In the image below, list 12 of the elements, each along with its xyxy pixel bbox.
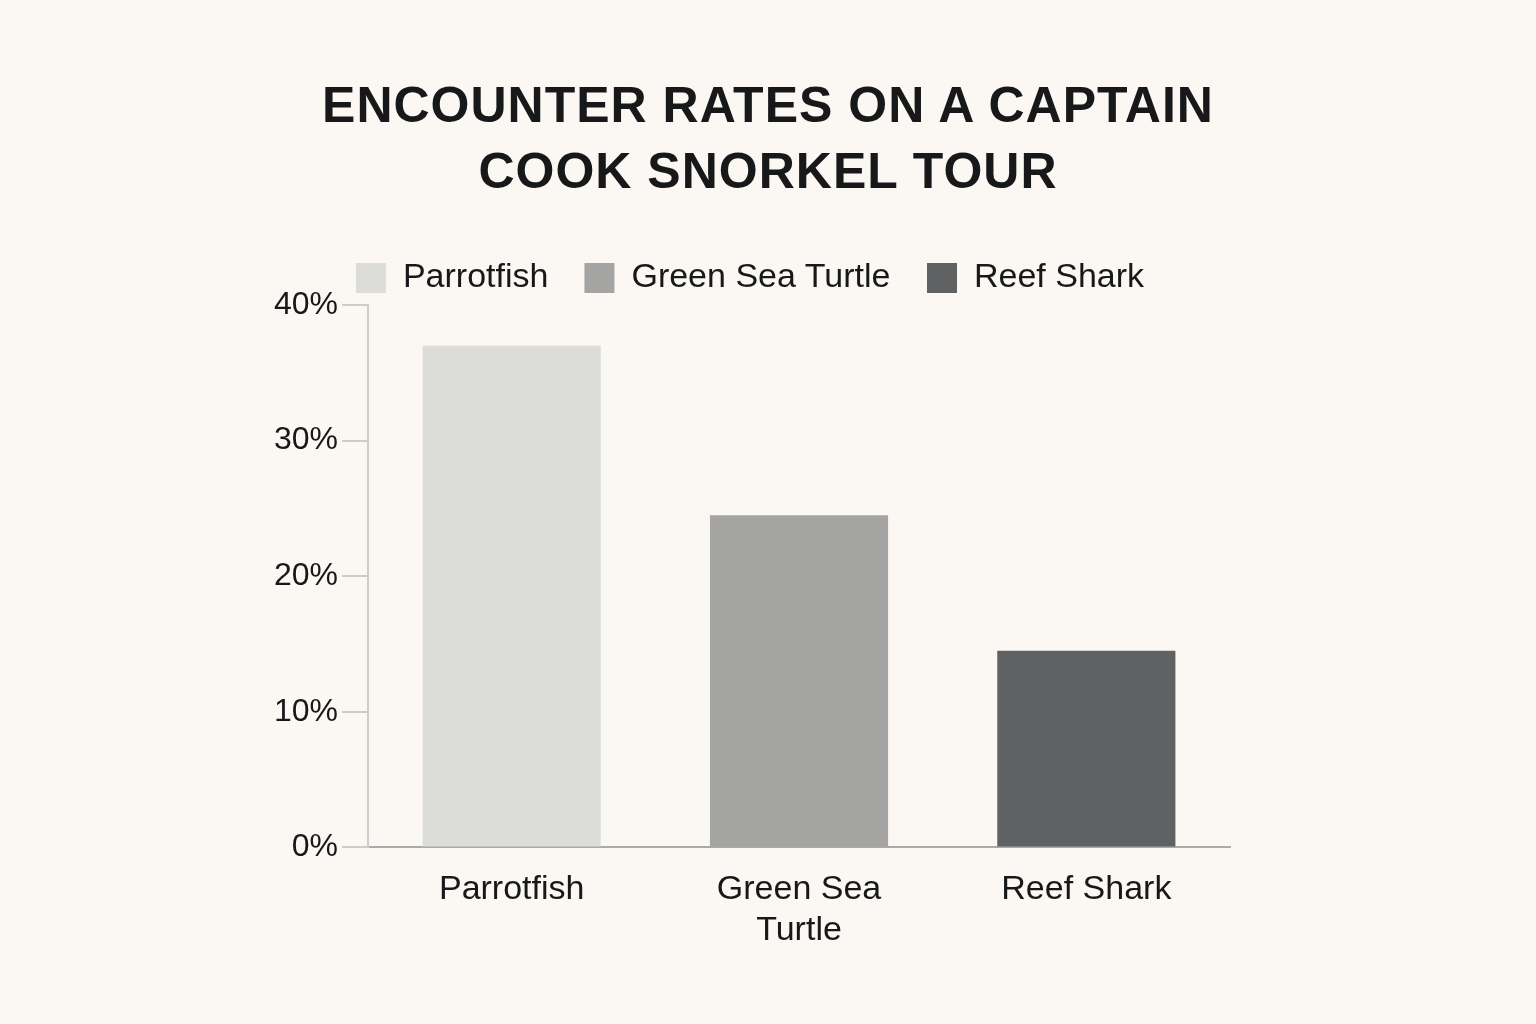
y-tick-label: 40% <box>274 284 339 321</box>
legend-label: Parrotfish <box>402 256 549 295</box>
x-tick-label: Green Sea Turtle <box>716 868 882 947</box>
x-tick-label: Parrotfish <box>438 868 585 907</box>
x-tick-label: Reef Shark <box>1001 868 1173 907</box>
chart-title: ENCOUNTER RATES ON A CAPTAIN COOK SNORKEL TOUR <box>321 76 1215 201</box>
legend-label: Reef Shark <box>973 256 1146 295</box>
y-tick-label: 0% <box>291 827 339 864</box>
y-tick-label: 30% <box>274 420 339 457</box>
legend-label: Green Sea Turtle <box>631 256 891 295</box>
y-tick-label: 10% <box>274 691 339 728</box>
y-tick-label: 20% <box>274 556 339 593</box>
